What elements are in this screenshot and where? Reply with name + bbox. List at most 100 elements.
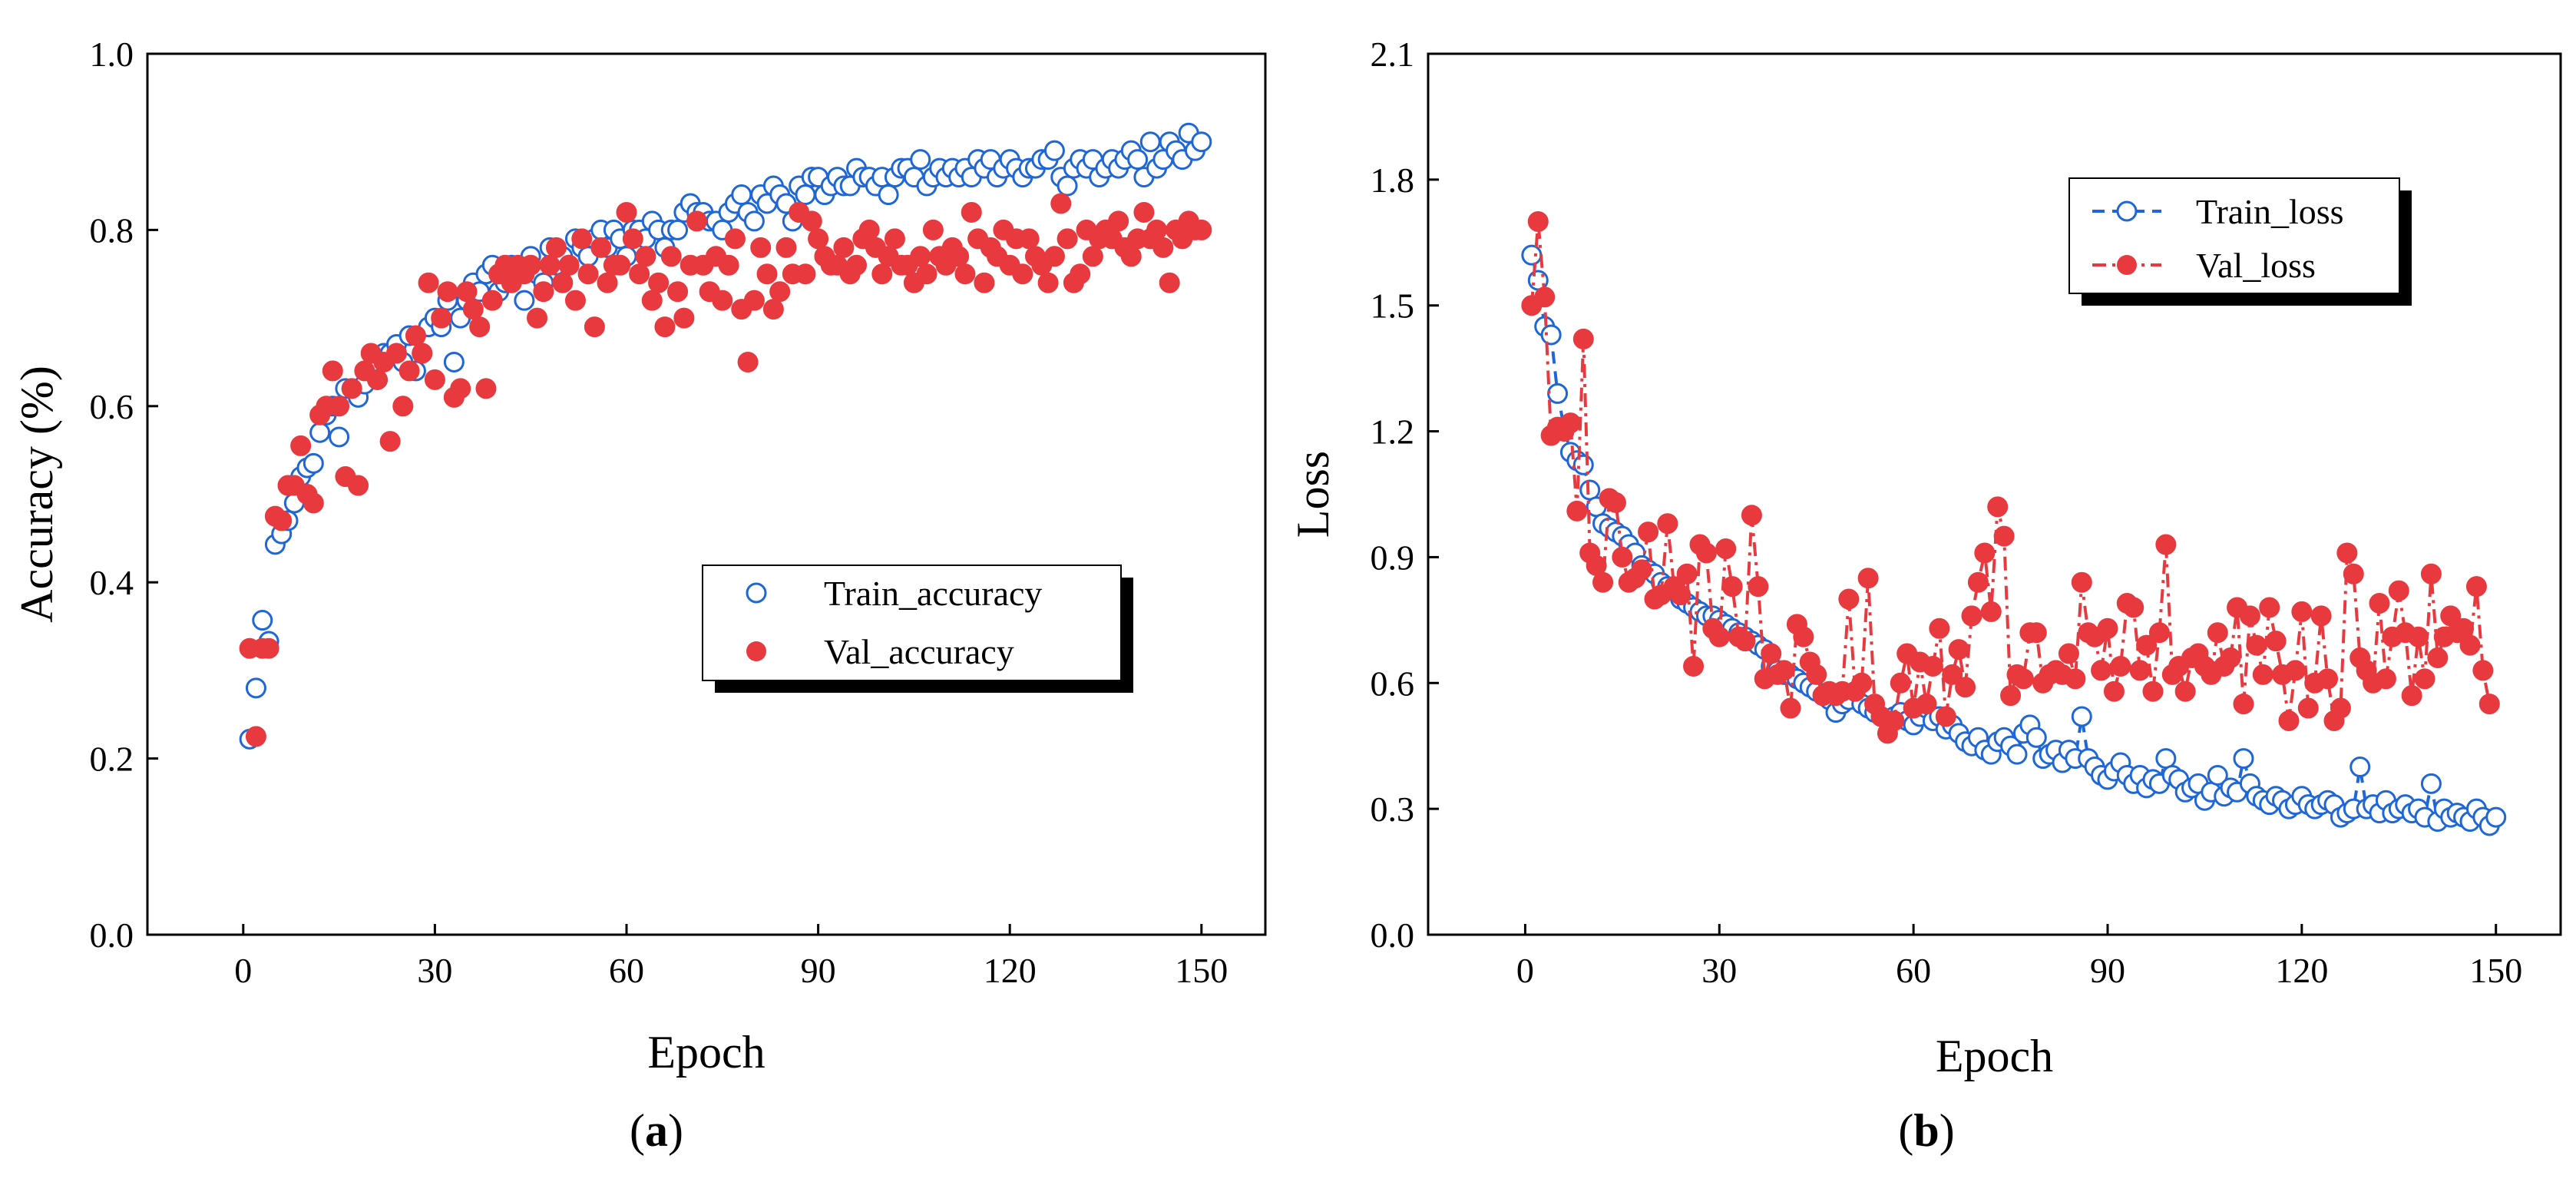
- data-point: [2123, 597, 2144, 618]
- data-point: [2174, 680, 2196, 702]
- data-point: [1838, 588, 1860, 610]
- data-point: [462, 299, 484, 320]
- data-point: [2207, 764, 2228, 786]
- caption-b-label: b: [1913, 1105, 1939, 1156]
- data-point: [584, 316, 605, 338]
- data-point: [922, 219, 944, 240]
- legend: Train_loss Val_loss: [2068, 177, 2412, 306]
- data-point: [2336, 542, 2358, 564]
- data-point: [2408, 626, 2429, 647]
- data-point: [2220, 647, 2241, 669]
- data-point: [1127, 149, 1149, 171]
- data-point: [597, 272, 618, 293]
- data-point: [1676, 563, 1698, 584]
- data-point: [1527, 210, 1549, 232]
- y-tick-label: 2.1: [1371, 35, 1415, 74]
- data-point: [1987, 496, 2009, 518]
- data-point: [654, 316, 676, 338]
- data-point: [1993, 525, 2015, 547]
- data-point: [1715, 538, 1737, 560]
- series-val-loss: [1521, 210, 2500, 744]
- data-point: [2349, 757, 2371, 778]
- data-point: [1572, 328, 1594, 349]
- data-point: [616, 201, 637, 223]
- data-point: [2343, 563, 2364, 584]
- data-point: [2427, 647, 2449, 669]
- data-point: [884, 228, 905, 250]
- data-point: [2414, 668, 2435, 690]
- data-point: [910, 149, 931, 171]
- data-point: [2091, 660, 2112, 681]
- legend: Train_accuracy Val_accuracy: [702, 565, 1133, 693]
- y-tick-label: 1.5: [1371, 286, 1415, 326]
- data-point: [398, 360, 420, 382]
- y-tick-label: 1.2: [1371, 412, 1415, 452]
- y-tick-label: 0.2: [90, 740, 134, 779]
- data-point: [564, 290, 586, 311]
- data-point: [846, 254, 868, 276]
- data-point: [1012, 263, 1033, 285]
- data-point: [558, 254, 580, 276]
- data-point: [1018, 228, 1040, 250]
- data-point: [2025, 727, 2047, 748]
- legend-marker: [746, 641, 766, 661]
- data-point: [961, 201, 982, 223]
- data-point: [629, 263, 650, 285]
- data-point: [1922, 655, 1943, 677]
- data-point: [2485, 806, 2507, 828]
- plot-frame: [1427, 52, 2562, 936]
- data-point: [1146, 219, 1168, 240]
- data-point: [2284, 660, 2306, 681]
- data-point: [533, 281, 554, 303]
- data-point: [437, 281, 458, 303]
- data-point: [2278, 710, 2300, 731]
- data-point: [1748, 576, 1769, 598]
- data-point: [1670, 584, 1691, 606]
- data-point: [1942, 664, 1963, 685]
- data-point: [271, 510, 293, 531]
- data-point: [2297, 697, 2319, 719]
- data-point: [552, 272, 574, 293]
- data-point: [808, 228, 829, 250]
- data-point: [2058, 643, 2079, 664]
- data-point: [469, 316, 491, 338]
- data-point: [1734, 631, 1756, 652]
- data-point: [1534, 286, 1556, 308]
- caption-a: (a): [630, 1105, 683, 1156]
- x-tick-label: 30: [1701, 951, 1737, 990]
- data-point: [2310, 605, 2332, 627]
- data-point: [660, 246, 682, 267]
- data-point: [1948, 639, 1969, 661]
- x-tick-label: 90: [2090, 951, 2125, 990]
- x-tick-label: 60: [609, 951, 644, 990]
- data-point: [303, 452, 324, 474]
- data-point: [1043, 246, 1065, 267]
- data-point: [910, 246, 931, 267]
- data-point: [1139, 131, 1161, 153]
- data-point: [1592, 571, 1614, 593]
- data-point: [577, 263, 599, 285]
- data-point: [718, 254, 739, 276]
- data-point: [527, 307, 548, 329]
- y-tick-label: 0.6: [90, 387, 134, 426]
- data-point: [775, 237, 797, 258]
- data-point: [475, 378, 497, 399]
- data-point: [2103, 680, 2125, 702]
- data-point: [795, 263, 816, 285]
- data-point: [1741, 505, 1762, 526]
- data-point: [1159, 272, 1180, 293]
- data-point: [341, 378, 362, 399]
- data-point: [1547, 382, 1569, 404]
- data-point: [329, 426, 350, 448]
- data-point: [2148, 622, 2170, 644]
- data-point: [1050, 193, 1072, 214]
- data-point: [1980, 601, 2002, 622]
- data-point: [1120, 246, 1142, 267]
- data-point: [1133, 201, 1155, 223]
- y-tick-label: 0.8: [90, 210, 134, 250]
- data-point: [2129, 660, 2151, 681]
- caption-b: (b): [1898, 1105, 1954, 1156]
- data-point: [348, 475, 369, 496]
- legend-marker: [2117, 255, 2137, 275]
